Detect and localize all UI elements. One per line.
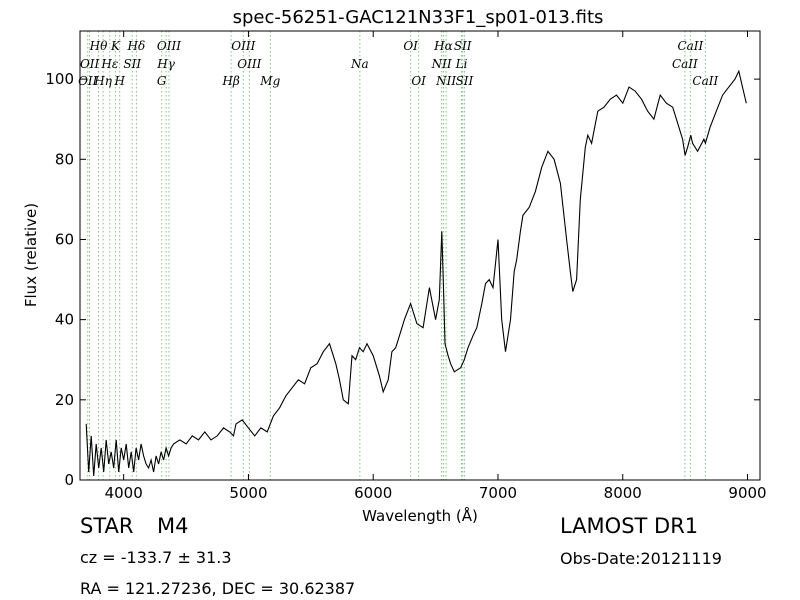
survey-label: LAMOST DR1 (560, 514, 699, 538)
marker-label: H (113, 74, 125, 88)
cz-value: cz = -133.7 ± 31.3 (80, 548, 232, 567)
marker-label: Hδ (127, 39, 146, 53)
y-tick-label: 80 (55, 150, 74, 168)
x-axis-label: Wavelength (Å) (362, 506, 478, 525)
marker-label: OIII (237, 57, 261, 71)
marker-label: Na (350, 57, 369, 71)
subclass-label: M4 (157, 514, 189, 538)
plot-frame (79, 30, 761, 481)
y-tick-label: 60 (55, 230, 74, 248)
y-axis-ticks: 0 20 40 60 80 100 (45, 70, 760, 489)
emission-line-markers (87, 31, 706, 480)
marker-label: Hα (433, 39, 453, 53)
y-tick-label: 40 (55, 311, 74, 329)
x-tick-label: 5000 (229, 484, 267, 502)
obs-date: Obs-Date:20121119 (560, 549, 722, 568)
x-axis-ticks: 4000 5000 6000 7000 8000 9000 (105, 31, 767, 502)
object-type-label: STAR (80, 514, 134, 538)
marker-label: G (157, 74, 167, 88)
x-tick-label: 6000 (354, 484, 392, 502)
marker-label: OI (411, 74, 426, 88)
marker-label: Hη (93, 74, 112, 88)
marker-label: SII (454, 39, 472, 53)
marker-label: OII (80, 57, 100, 71)
marker-label: Li (455, 57, 468, 71)
marker-label: K (110, 39, 121, 53)
marker-label: NII (435, 74, 456, 88)
x-tick-label: 9000 (728, 484, 766, 502)
x-tick-label: 8000 (604, 484, 642, 502)
marker-label: Hβ (221, 74, 239, 88)
marker-label: Hγ (156, 57, 175, 71)
spectrum-line (85, 69, 747, 477)
marker-label: Hε (100, 57, 118, 71)
marker-label: OI (403, 39, 418, 53)
y-axis-label: Flux (relative) (22, 203, 40, 307)
marker-label: OII (78, 74, 98, 88)
y-tick-label: 100 (45, 70, 74, 88)
marker-label: OIII (157, 39, 181, 53)
marker-label: NII (431, 57, 452, 71)
marker-label: CaII (672, 57, 698, 71)
marker-label: SII (123, 57, 141, 71)
marker-label: SII (456, 74, 474, 88)
x-tick-label: 7000 (479, 484, 517, 502)
y-tick-label: 20 (55, 391, 74, 409)
x-tick-label: 4000 (105, 484, 143, 502)
coordinates: RA = 121.27236, DEC = 30.62387 (80, 579, 356, 598)
marker-label: Hθ (89, 39, 108, 53)
marker-label: CaII (692, 74, 718, 88)
marker-label: Mg (259, 74, 280, 88)
chart-title: spec-56251-GAC121N33F1_sp01-013.fits (233, 7, 604, 28)
marker-label: OIII (231, 39, 255, 53)
y-tick-label: 0 (64, 471, 74, 489)
marker-label: CaII (677, 39, 703, 53)
